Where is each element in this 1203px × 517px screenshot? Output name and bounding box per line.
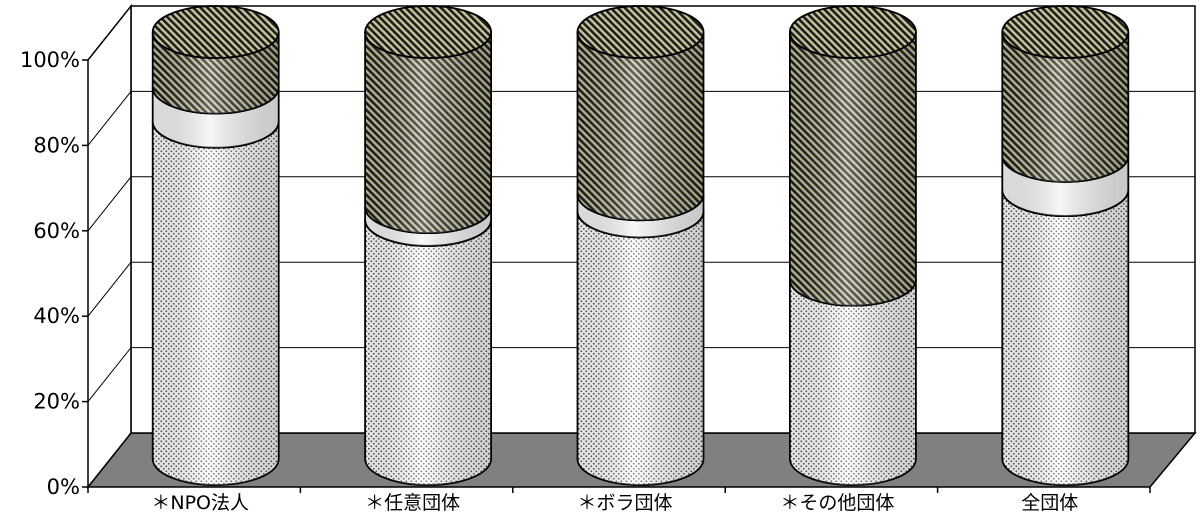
- bar-segment-shade: [577, 194, 704, 238]
- x-category-label: ＊ボラ団体: [577, 492, 672, 514]
- bar-4: [789, 5, 917, 486]
- gridline-side: [87, 261, 132, 317]
- bar-top-cap: [789, 5, 917, 59]
- x-category-label: ＊その他団体: [780, 492, 894, 514]
- bar-segment-shade: [365, 32, 492, 234]
- y-tick-label: 40%: [33, 304, 80, 328]
- bar-segment-shade: [365, 219, 492, 485]
- bar-segment-shade: [365, 207, 492, 246]
- y-tick-label: 100%: [20, 48, 80, 72]
- gridline-side: [87, 5, 132, 61]
- y-tick-label: 60%: [33, 219, 80, 243]
- y-tick-label: 80%: [33, 133, 80, 157]
- bar-3: [576, 5, 705, 486]
- bar-segment-shade: [152, 32, 279, 114]
- y-tick-label: 20%: [33, 390, 80, 414]
- chart-side-wall: [87, 3, 132, 490]
- bar-top-cap: [1001, 5, 1130, 59]
- x-category-label: 全団体: [1021, 492, 1078, 514]
- gridline-side: [87, 91, 132, 146]
- x-category-label: ＊NPO法人: [151, 492, 249, 514]
- bar-segment-shade: [1002, 32, 1129, 182]
- gridline-side: [87, 176, 132, 232]
- bar-segment-shade: [152, 121, 279, 486]
- bar-segment-shade: [789, 32, 916, 306]
- bar-segment-shade: [577, 211, 704, 485]
- bar-top-cap: [151, 5, 280, 59]
- bar-top-cap: [364, 5, 493, 59]
- bar-segment-shade: [789, 279, 916, 485]
- bar-top-cap: [576, 5, 705, 59]
- bar-2: [364, 5, 493, 486]
- bar-1: [151, 5, 280, 486]
- bar-segment-shade: [1002, 189, 1129, 486]
- gridline-side: [87, 347, 132, 402]
- bar-segment-shade: [577, 32, 704, 221]
- bar-5: [1001, 5, 1130, 486]
- bar-segment-shade: [1002, 155, 1129, 216]
- x-category-label: ＊任意団体: [365, 492, 460, 514]
- bar-segment-shade: [152, 87, 279, 148]
- y-tick-label: 0%: [47, 475, 80, 499]
